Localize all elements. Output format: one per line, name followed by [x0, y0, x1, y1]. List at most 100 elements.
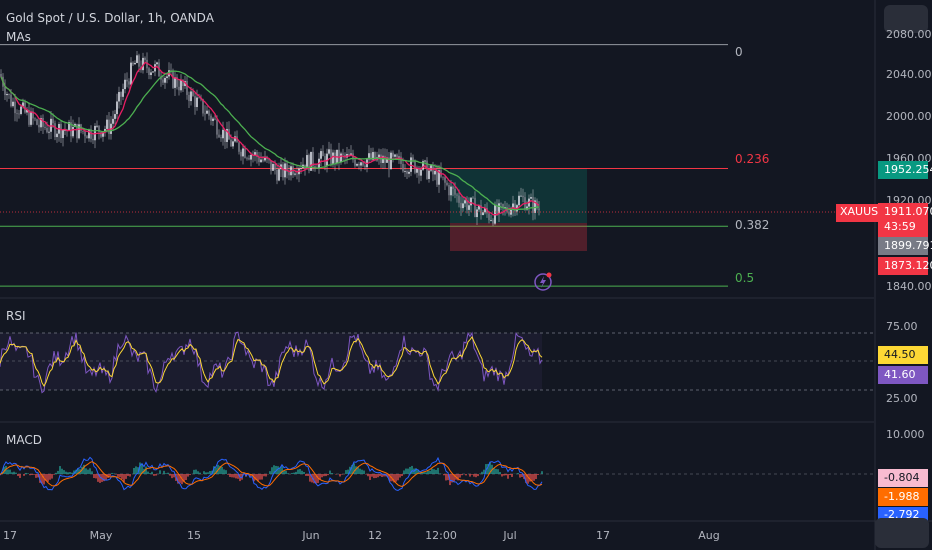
time-tick-label: 12:00	[425, 529, 457, 542]
macd-histogram-bar	[405, 468, 407, 474]
macd-histogram-bar	[97, 474, 99, 482]
candle-body	[356, 163, 358, 166]
candle-body	[312, 151, 314, 167]
candle-body	[272, 163, 274, 171]
fib-level-0-label: 0	[735, 45, 743, 59]
macd-histogram-bar	[531, 474, 533, 481]
macd-histogram-bar	[475, 474, 477, 478]
candle-body	[430, 165, 432, 171]
candle-body	[374, 152, 376, 161]
macd-histogram-bar	[311, 474, 313, 483]
candle-body	[132, 62, 134, 65]
macd-histogram-bar	[55, 472, 57, 474]
macd-histogram-bar	[169, 474, 171, 476]
macd-histogram-bar	[299, 469, 301, 474]
macd-histogram-bar	[27, 473, 29, 474]
candle-body	[468, 205, 470, 210]
candle-body	[178, 86, 180, 91]
candle-body	[130, 62, 132, 85]
chart-title: Gold Spot / U.S. Dollar, 1h, OANDA	[6, 11, 214, 25]
candle-body	[188, 94, 190, 102]
candle-body	[226, 128, 228, 142]
candle-body	[70, 122, 72, 137]
candle-body	[526, 206, 528, 210]
candle-body	[86, 136, 88, 139]
candle-body	[472, 197, 474, 199]
moving-average-slow	[0, 70, 540, 211]
candle-body	[134, 62, 136, 65]
macd-histogram-bar	[425, 472, 427, 474]
candle-body	[0, 74, 2, 77]
candle-body	[230, 139, 232, 147]
price-tick-label: 1840.000	[886, 280, 932, 293]
candle-body	[270, 160, 272, 171]
candle-body	[146, 59, 148, 69]
macd-histogram-bar	[265, 474, 267, 477]
indicator-label-rsi[interactable]: RSI	[6, 309, 26, 323]
candle-body	[420, 169, 422, 176]
candle-body	[482, 212, 484, 215]
indicator-label-mas[interactable]: MAs	[6, 30, 31, 44]
macd-histogram-bar	[59, 466, 61, 474]
macd-line-tag: -2.792	[878, 507, 928, 521]
rsi-ma-line	[0, 336, 543, 388]
candle-body	[256, 152, 258, 158]
candle-body	[148, 68, 150, 76]
time-axis-settings-button[interactable]	[875, 518, 929, 548]
candle-body	[206, 110, 208, 114]
candle-body	[114, 114, 116, 119]
candle-body	[156, 62, 158, 65]
candle-body	[414, 160, 416, 173]
candle-body	[488, 213, 490, 221]
candle-body	[402, 163, 404, 172]
candle-body	[42, 118, 44, 127]
macd-histogram-bar	[285, 470, 287, 474]
candle-body	[72, 126, 74, 137]
candle-body	[372, 152, 374, 160]
candle-body	[392, 152, 394, 157]
candle-body	[282, 164, 284, 178]
macd-histogram-bar	[117, 474, 119, 477]
candle-body	[174, 77, 176, 88]
macd-histogram-bar	[459, 474, 461, 478]
macd-histogram-bar	[129, 474, 131, 477]
macd-histogram-bar	[73, 470, 75, 474]
candle-body	[408, 171, 410, 174]
candle-body	[232, 141, 234, 147]
macd-histogram-bar	[105, 474, 107, 480]
price-tick-label: 2040.000	[886, 68, 932, 81]
macd-histogram-bar	[29, 474, 31, 476]
stop-price-tag: 1873.120	[878, 257, 932, 275]
candle-body	[10, 94, 12, 107]
candle-body	[194, 96, 196, 108]
macd-histogram-bar	[493, 467, 495, 474]
candle-body	[422, 161, 424, 170]
macd-histogram-bar	[367, 474, 369, 477]
candle-body	[286, 163, 288, 172]
macd-histogram-bar	[269, 471, 271, 474]
candle-body	[118, 92, 120, 102]
candle-body	[162, 79, 164, 83]
candle-body	[470, 197, 472, 206]
candle-body	[210, 115, 212, 121]
candle-body	[456, 194, 458, 196]
indicator-label-macd[interactable]: MACD	[6, 433, 42, 447]
macd-histogram-bar	[255, 474, 257, 481]
macd-histogram-bar	[415, 468, 417, 474]
macd-histogram-bar	[519, 474, 521, 478]
macd-histogram-bar	[235, 474, 237, 479]
candle-body	[416, 167, 418, 173]
macd-histogram-bar	[165, 473, 167, 474]
macd-histogram-bar	[283, 470, 285, 474]
macd-histogram-bar	[461, 474, 463, 476]
macd-histogram-bar	[483, 469, 485, 474]
candle-body	[276, 169, 278, 181]
candle-body	[396, 154, 398, 158]
chart-settings-button[interactable]	[884, 5, 928, 33]
macd-histogram-bar	[141, 463, 143, 474]
macd-histogram-bar	[85, 468, 87, 474]
candle-body	[492, 219, 494, 224]
macd-histogram-bar	[61, 468, 63, 474]
macd-histogram-bar	[275, 465, 277, 474]
